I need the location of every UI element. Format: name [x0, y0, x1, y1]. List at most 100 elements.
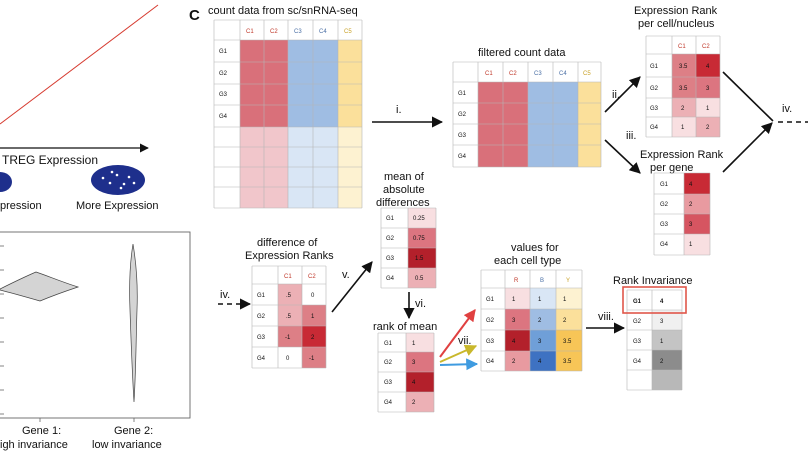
step-ii-label: ii. — [612, 89, 620, 101]
diff-title-1: difference of — [257, 237, 318, 249]
col-header: C5 — [344, 29, 352, 35]
svg-text:0.75: 0.75 — [413, 236, 425, 242]
svg-text:1: 1 — [689, 242, 693, 248]
left-partial-panel: TREG Expression pression More Expression… — [0, 4, 191, 451]
svg-text:0.5: 0.5 — [415, 276, 424, 282]
svg-text:3: 3 — [706, 86, 710, 92]
less-expression-ellipse — [0, 172, 12, 192]
svg-text:2: 2 — [512, 359, 516, 365]
count-data-row-headers: G1 G2 G3 G4 — [219, 49, 228, 120]
svg-text:2: 2 — [689, 202, 693, 208]
svg-text:G2: G2 — [257, 314, 266, 320]
svg-text:-1: -1 — [285, 335, 291, 341]
svg-text:G3: G3 — [660, 222, 669, 228]
svg-text:4: 4 — [512, 339, 516, 345]
arrow-iii-to-iv — [722, 122, 773, 173]
step-vi-label: vi. — [415, 298, 426, 310]
arrow-step-vii-yellow — [439, 344, 478, 363]
col-header: C4 — [559, 71, 567, 77]
cell-dots — [101, 170, 136, 190]
svg-text:2: 2 — [681, 106, 685, 112]
arrow-step-ii — [604, 76, 641, 113]
svg-text:3: 3 — [538, 339, 542, 345]
svg-text:G1: G1 — [386, 216, 395, 222]
step-iii-label: iii. — [626, 130, 636, 142]
filtered-title: filtered count data — [478, 47, 566, 59]
svg-text:4: 4 — [660, 299, 664, 305]
col-header: C3 — [534, 71, 542, 77]
svg-text:2: 2 — [563, 318, 567, 324]
svg-text:G4: G4 — [384, 400, 393, 406]
less-expression-label: pression — [0, 200, 42, 212]
svg-text:3: 3 — [412, 360, 416, 366]
arrow-ii-to-iv — [722, 71, 774, 122]
rank-gene-title-1: Expression Rank — [640, 149, 724, 161]
rank-invariance-table: Rank Invariance G1 4 G2 3 G3 1 G4 2 — [613, 275, 693, 391]
svg-text:2: 2 — [538, 318, 542, 324]
svg-text:3: 3 — [512, 318, 516, 324]
svg-text:G4: G4 — [486, 359, 495, 365]
col-header: C1 — [246, 29, 254, 35]
count-data-col-headers: C1 C2 C3 C4 C5 — [246, 29, 352, 35]
col-header: Y — [566, 278, 570, 284]
svg-text:G1: G1 — [660, 182, 669, 188]
more-expression-ellipse — [91, 165, 145, 195]
svg-text:G3: G3 — [219, 92, 228, 98]
step-vii-label: vii. — [458, 335, 471, 347]
mean-title-3: differences — [376, 197, 430, 209]
svg-text:.5: .5 — [286, 314, 292, 320]
svg-text:1: 1 — [660, 339, 664, 345]
svg-text:G4: G4 — [219, 114, 228, 120]
svg-text:G3: G3 — [650, 106, 659, 112]
svg-text:G2: G2 — [384, 360, 393, 366]
svg-text:G2: G2 — [458, 112, 467, 118]
svg-text:3.5: 3.5 — [563, 359, 572, 365]
svg-text:4: 4 — [538, 359, 542, 365]
svg-text:3.5: 3.5 — [679, 64, 688, 70]
svg-text:4: 4 — [706, 64, 710, 70]
col-header: B — [540, 278, 544, 284]
svg-text:2: 2 — [706, 125, 710, 131]
svg-text:1.5: 1.5 — [415, 256, 424, 262]
svg-text:G2: G2 — [219, 71, 228, 77]
step-iv-in-label: iv. — [220, 289, 230, 301]
svg-text:2: 2 — [311, 335, 315, 341]
arrow-step-vii-red — [439, 309, 476, 358]
rank-of-mean-table: rank of mean G1 1 G2 3 G3 4 G4 2 — [373, 321, 437, 413]
svg-text:G2: G2 — [650, 86, 659, 92]
values-cell-type-table: values for each cell type R B Y G1 1 1 — [480, 242, 583, 372]
panel-letter: C — [189, 7, 200, 24]
svg-text:G3: G3 — [257, 335, 266, 341]
svg-text:G3: G3 — [384, 380, 393, 386]
svg-text:G1: G1 — [486, 297, 495, 303]
violin-x-ticks — [39, 418, 135, 422]
svg-text:G1: G1 — [458, 91, 467, 97]
svg-text:G1: G1 — [384, 341, 393, 347]
svg-text:G1: G1 — [219, 49, 228, 55]
gene2-label: Gene 2: — [114, 425, 153, 437]
diff-title-2: Expression Ranks — [245, 250, 334, 262]
svg-text:1: 1 — [681, 125, 685, 131]
svg-text:4: 4 — [689, 182, 693, 188]
difference-ranks-table: difference of Expression Ranks C1 C2 G1 … — [245, 237, 334, 369]
rank-gene-title-2: per gene — [650, 162, 693, 174]
svg-text:G2: G2 — [633, 319, 642, 325]
step-v-label: v. — [342, 269, 350, 281]
mean-title-1: mean of — [384, 171, 425, 183]
col-header: C2 — [702, 44, 710, 50]
gene1-sublabel: igh invariance — [0, 439, 68, 451]
svg-text:G2: G2 — [660, 202, 669, 208]
svg-text:3.5: 3.5 — [679, 86, 688, 92]
mean-absolute-table: mean of absolute differences G1 0.25 G2 … — [376, 171, 437, 289]
svg-text:1: 1 — [412, 341, 416, 347]
svg-text:G4: G4 — [386, 276, 395, 282]
svg-text:G2: G2 — [386, 236, 395, 242]
svg-text:-1: -1 — [309, 356, 315, 362]
svg-text:1: 1 — [311, 314, 315, 320]
svg-text:3: 3 — [689, 222, 693, 228]
col-header: C2 — [308, 274, 316, 280]
top-invariance-highlight — [622, 286, 687, 314]
step-iv-out-label: iv. — [782, 103, 792, 115]
svg-text:G4: G4 — [257, 356, 266, 362]
